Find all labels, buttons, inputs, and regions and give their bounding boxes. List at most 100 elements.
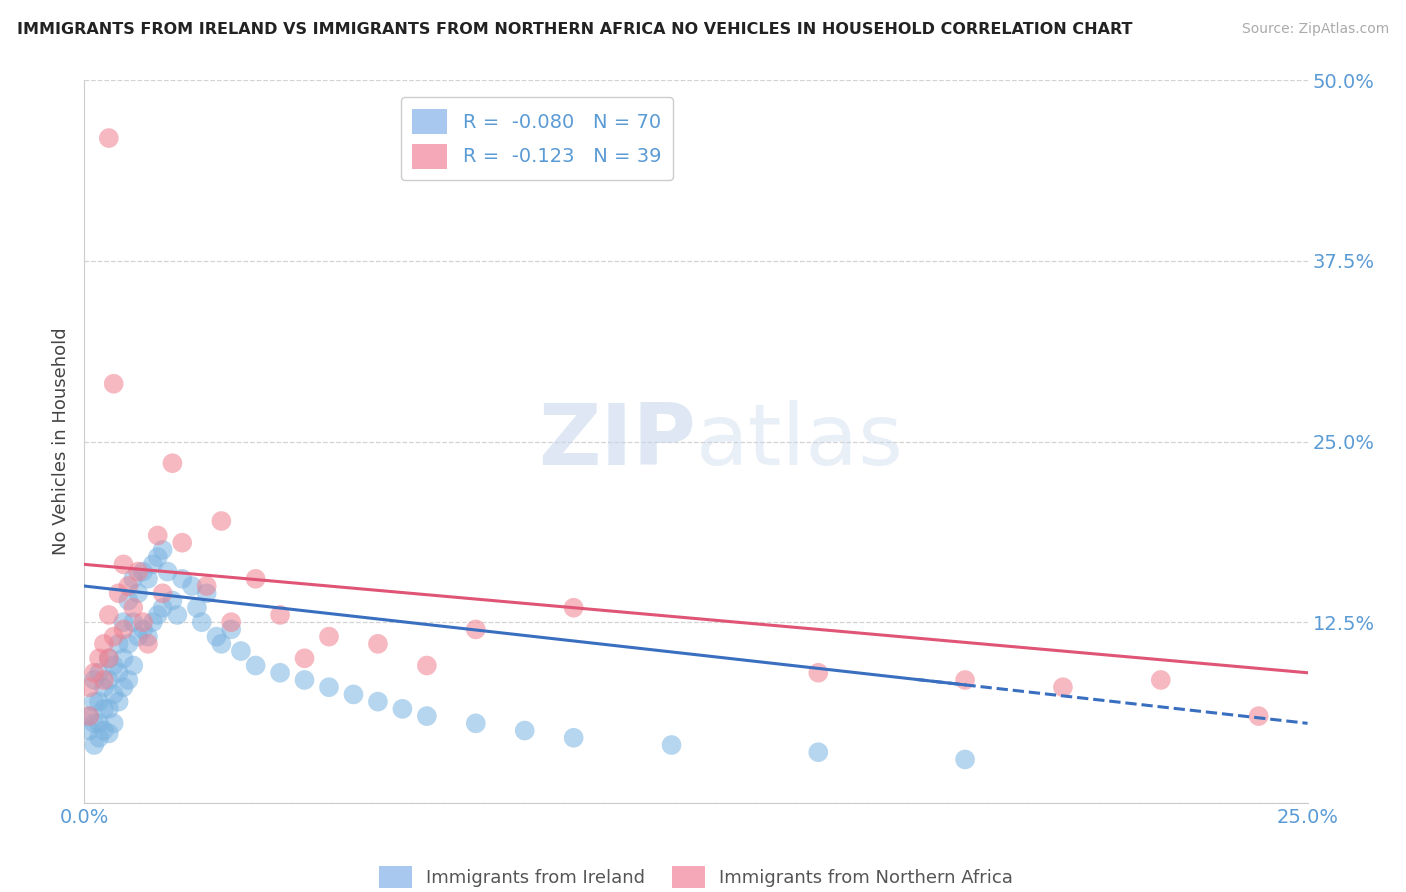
Point [146, 528, 169, 542]
Point [661, 738, 683, 752]
Point [142, 558, 165, 572]
Point [269, 607, 291, 622]
Point [152, 542, 174, 557]
Point [269, 665, 291, 680]
Point [166, 607, 188, 622]
Point [93, 673, 115, 687]
Point [156, 565, 179, 579]
Point [186, 600, 208, 615]
Point [87, 665, 110, 680]
Point [172, 535, 194, 549]
Point [162, 456, 184, 470]
Point [93, 702, 115, 716]
Point [132, 623, 155, 637]
Point [83, 673, 105, 687]
Point [136, 572, 159, 586]
Point [391, 702, 413, 716]
Point [219, 623, 242, 637]
Point [107, 586, 129, 600]
Point [127, 630, 149, 644]
Point [83, 716, 105, 731]
Point [117, 637, 139, 651]
Point [245, 572, 267, 586]
Point [1052, 680, 1074, 694]
Point [209, 514, 232, 528]
Point [122, 572, 145, 586]
Point [142, 615, 165, 630]
Point [97, 673, 120, 687]
Point [953, 673, 976, 687]
Point [146, 550, 169, 565]
Point [97, 702, 120, 716]
Point [103, 716, 125, 731]
Point [127, 586, 149, 600]
Point [97, 607, 120, 622]
Point [562, 600, 585, 615]
Legend: Immigrants from Ireland, Immigrants from Northern Africa: Immigrants from Ireland, Immigrants from… [371, 859, 1021, 892]
Point [127, 565, 149, 579]
Point [416, 658, 439, 673]
Point [367, 637, 389, 651]
Text: atlas: atlas [696, 400, 904, 483]
Point [93, 637, 115, 651]
Point [172, 572, 194, 586]
Point [162, 593, 184, 607]
Point [195, 586, 218, 600]
Point [117, 593, 139, 607]
Point [1247, 709, 1270, 723]
Point [93, 723, 115, 738]
Point [136, 630, 159, 644]
Y-axis label: No Vehicles in Household: No Vehicles in Household [52, 327, 70, 556]
Point [97, 651, 120, 665]
Point [229, 644, 252, 658]
Point [112, 615, 135, 630]
Point [294, 673, 316, 687]
Point [367, 695, 389, 709]
Point [1150, 673, 1173, 687]
Point [87, 731, 110, 745]
Point [205, 630, 228, 644]
Point [219, 615, 242, 630]
Point [107, 665, 129, 680]
Point [191, 615, 214, 630]
Point [132, 565, 155, 579]
Point [83, 695, 105, 709]
Point [97, 131, 120, 145]
Point [146, 607, 169, 622]
Text: ZIP: ZIP [538, 400, 696, 483]
Point [807, 745, 830, 759]
Point [77, 723, 100, 738]
Point [93, 680, 115, 694]
Text: Source: ZipAtlas.com: Source: ZipAtlas.com [1241, 22, 1389, 37]
Point [87, 716, 110, 731]
Point [245, 658, 267, 673]
Point [294, 651, 316, 665]
Point [807, 665, 830, 680]
Point [117, 579, 139, 593]
Point [117, 673, 139, 687]
Point [416, 709, 439, 723]
Text: IMMIGRANTS FROM IRELAND VS IMMIGRANTS FROM NORTHERN AFRICA NO VEHICLES IN HOUSEH: IMMIGRANTS FROM IRELAND VS IMMIGRANTS FR… [17, 22, 1132, 37]
Point [181, 579, 204, 593]
Point [107, 695, 129, 709]
Point [122, 600, 145, 615]
Point [342, 687, 364, 701]
Point [152, 600, 174, 615]
Point [103, 376, 125, 391]
Point [97, 726, 120, 740]
Point [152, 586, 174, 600]
Point [209, 637, 232, 651]
Point [562, 731, 585, 745]
Point [464, 623, 486, 637]
Point [318, 630, 340, 644]
Point [97, 651, 120, 665]
Point [103, 630, 125, 644]
Point [112, 680, 135, 694]
Point [132, 615, 155, 630]
Point [87, 651, 110, 665]
Point [77, 680, 100, 694]
Point [87, 695, 110, 709]
Point [195, 579, 218, 593]
Point [122, 615, 145, 630]
Point [112, 558, 135, 572]
